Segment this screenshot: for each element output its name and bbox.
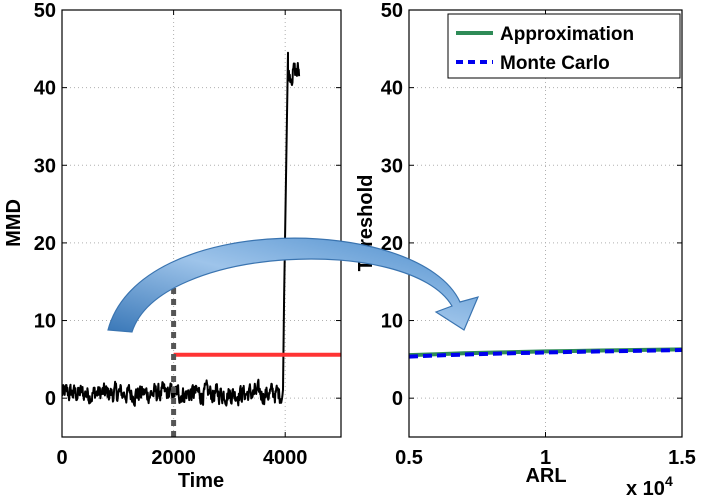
right-ytick-label: 20 bbox=[381, 233, 403, 255]
left-plot-area bbox=[62, 10, 341, 437]
connecting-arrow bbox=[107, 237, 480, 333]
legend-label-monte-carlo: Monte Carlo bbox=[500, 53, 610, 74]
right-ytick-label: 40 bbox=[381, 78, 403, 100]
right-xtick-label: 1.5 bbox=[668, 447, 696, 469]
right-ticks: 0.5 1 1.5 0 10 20 30 40 50 bbox=[381, 0, 696, 469]
left-xtick-label: 4000 bbox=[263, 447, 308, 469]
left-ytick-label: 50 bbox=[34, 0, 56, 22]
right-xlabel: ARL bbox=[525, 465, 566, 487]
left-ticks: 0 2000 4000 0 10 20 30 40 50 bbox=[34, 0, 341, 469]
left-xtick-label: 0 bbox=[56, 447, 67, 469]
left-ytick-label: 0 bbox=[45, 388, 56, 410]
right-xtick-label: 0.5 bbox=[395, 447, 423, 469]
right-plot-area bbox=[409, 10, 682, 437]
left-xtick-label: 2000 bbox=[151, 447, 196, 469]
left-axes: 0 2000 4000 0 10 20 30 40 50 Time MMD bbox=[3, 0, 342, 492]
right-grid bbox=[409, 10, 682, 437]
right-x-multiplier-exponent: 4 bbox=[665, 473, 673, 489]
legend-label-approximation: Approximation bbox=[500, 24, 634, 45]
left-ytick-label: 30 bbox=[34, 155, 56, 177]
right-ytick-label: 10 bbox=[381, 311, 403, 333]
left-ylabel: MMD bbox=[3, 199, 25, 247]
right-ytick-label: 50 bbox=[381, 0, 403, 22]
left-series-mmd-statistic bbox=[62, 51, 301, 407]
right-ytick-label: 30 bbox=[381, 155, 403, 177]
left-series bbox=[62, 51, 341, 437]
left-ytick-label: 20 bbox=[34, 233, 56, 255]
right-ytick-label: 0 bbox=[392, 388, 403, 410]
left-axes-frame bbox=[61, 9, 342, 438]
right-axes-frame bbox=[408, 9, 683, 438]
legend: Approximation Monte Carlo bbox=[447, 13, 681, 79]
right-series-monte-carlo bbox=[409, 348, 682, 359]
right-series bbox=[409, 347, 682, 359]
right-x-multiplier: x 104 bbox=[626, 473, 673, 499]
left-ytick-label: 10 bbox=[34, 311, 56, 333]
legend-box bbox=[447, 13, 681, 79]
right-xtick-label: 1 bbox=[540, 447, 551, 469]
left-xlabel: Time bbox=[178, 470, 224, 492]
left-ytick-label: 40 bbox=[34, 78, 56, 100]
